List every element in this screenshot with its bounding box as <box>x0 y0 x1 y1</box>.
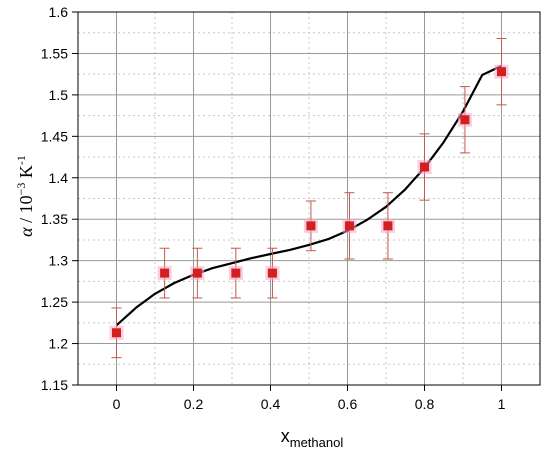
y-tick-label: 1.5 <box>49 87 69 103</box>
y-tick-label: 1.4 <box>49 170 69 186</box>
x-axis-title: xmethanol <box>281 426 344 450</box>
data-point <box>460 115 470 125</box>
data-point <box>231 268 241 278</box>
x-tick-label: 0.8 <box>415 396 435 412</box>
y-tick-label: 1.6 <box>49 4 69 20</box>
data-point <box>112 328 121 338</box>
y-tick-label: 1.45 <box>41 128 68 144</box>
y-tick-label: 1.25 <box>41 294 68 310</box>
y-tick-labels: 1.15 1.2 1.25 1.3 1.35 1.4 1.45 1.5 1.55 1.6 <box>41 4 68 393</box>
data-point <box>344 221 354 231</box>
data-point <box>497 67 506 77</box>
data-point <box>267 268 277 278</box>
y-tick-label: 1.3 <box>49 253 69 269</box>
data-point <box>306 221 316 231</box>
data-point <box>160 268 170 278</box>
x-tick-label: 0.6 <box>338 396 358 412</box>
data-markers <box>109 64 509 340</box>
data-point <box>420 162 429 172</box>
y-tick-label: 1.55 <box>41 45 68 61</box>
fit-curve <box>115 64 502 327</box>
axis-ticks <box>72 11 502 391</box>
y-tick-label: 1.15 <box>41 377 68 393</box>
fit-curve-layer <box>115 64 502 327</box>
x-tick-label: 0 <box>113 396 121 412</box>
y-tick-label: 1.2 <box>49 336 69 352</box>
x-tick-label: 0.2 <box>184 396 204 412</box>
plot-frame <box>77 11 541 386</box>
y-axis-title: α / 10−3 K-1 <box>14 155 36 237</box>
x-tick-label: 1 <box>498 396 506 412</box>
data-point <box>383 221 393 231</box>
data-point <box>192 268 202 278</box>
x-tick-labels: 0 0.2 0.4 0.6 0.8 1 <box>113 396 506 412</box>
y-tick-label: 1.35 <box>41 211 68 227</box>
minor-grid <box>77 12 540 385</box>
x-tick-label: 0.4 <box>261 396 281 412</box>
